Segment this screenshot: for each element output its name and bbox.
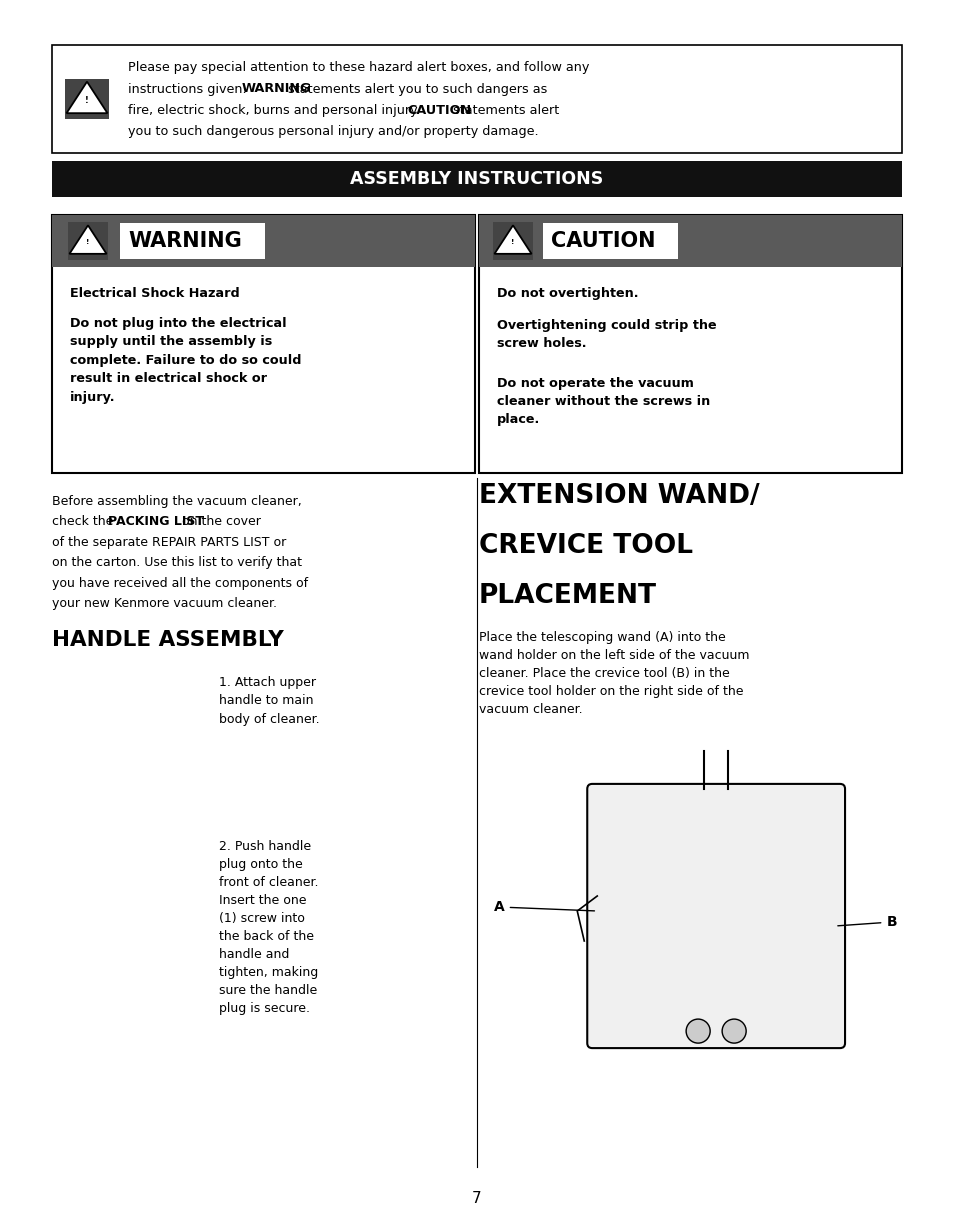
Text: your new Kenmore vacuum cleaner.: your new Kenmore vacuum cleaner. [52,598,276,610]
Text: CREVICE TOOL: CREVICE TOOL [478,533,692,559]
Text: Do not overtighten.: Do not overtighten. [497,287,638,300]
Text: Place the telescoping wand (A) into the
wand holder on the left side of the vacu: Place the telescoping wand (A) into the … [478,631,749,716]
Text: 1. Attach upper
handle to main
body of cleaner.: 1. Attach upper handle to main body of c… [219,676,319,727]
FancyBboxPatch shape [120,224,265,259]
Text: Electrical Shock Hazard: Electrical Shock Hazard [70,287,239,300]
Text: you to such dangerous personal injury and/or property damage.: you to such dangerous personal injury an… [128,125,538,139]
FancyBboxPatch shape [52,215,475,473]
Text: you have received all the components of: you have received all the components of [52,577,308,590]
Text: on the cover: on the cover [178,515,261,529]
Circle shape [721,1019,745,1044]
Text: CAUTION: CAUTION [407,104,471,117]
Polygon shape [494,225,531,254]
Text: WARNING: WARNING [242,83,312,96]
Text: WARNING: WARNING [128,231,241,252]
FancyBboxPatch shape [52,830,207,1008]
Text: !: ! [511,239,515,245]
Text: Do not operate the vacuum
cleaner without the screws in
place.: Do not operate the vacuum cleaner withou… [497,377,709,426]
Text: Overtightening could strip the
screw holes.: Overtightening could strip the screw hol… [497,320,716,350]
FancyBboxPatch shape [52,45,901,153]
Text: !: ! [85,96,89,104]
FancyBboxPatch shape [52,215,475,267]
Text: Please pay special attention to these hazard alert boxes, and follow any: Please pay special attention to these ha… [128,61,589,74]
Text: on the carton. Use this list to verify that: on the carton. Use this list to verify t… [52,556,302,570]
Text: Do not plug into the electrical
supply until the assembly is
complete. Failure t: Do not plug into the electrical supply u… [70,317,301,405]
Text: statements alert: statements alert [449,104,559,117]
Text: of the separate REPAIR PARTS LIST or: of the separate REPAIR PARTS LIST or [52,536,286,549]
Text: HANDLE ASSEMBLY: HANDLE ASSEMBLY [52,631,283,650]
Text: fire, electric shock, burns and personal injury.: fire, electric shock, burns and personal… [128,104,423,117]
Text: statements alert you to such dangers as: statements alert you to such dangers as [284,83,547,96]
Circle shape [685,1019,709,1044]
FancyBboxPatch shape [542,224,678,259]
Text: check the: check the [52,515,117,529]
Text: A: A [494,900,594,914]
Polygon shape [70,225,107,254]
FancyBboxPatch shape [52,162,901,197]
Text: !: ! [86,239,90,245]
FancyBboxPatch shape [493,222,533,260]
Polygon shape [67,81,108,113]
Text: Before assembling the vacuum cleaner,: Before assembling the vacuum cleaner, [52,495,301,508]
Text: ASSEMBLY INSTRUCTIONS: ASSEMBLY INSTRUCTIONS [350,170,603,188]
Text: 2. Push handle
plug onto the
front of cleaner.
Insert the one
(1) screw into
the: 2. Push handle plug onto the front of cl… [219,840,318,1015]
Text: CAUTION: CAUTION [551,231,655,252]
Text: PACKING LIST: PACKING LIST [108,515,204,529]
FancyBboxPatch shape [65,79,109,119]
Text: PLACEMENT: PLACEMENT [478,583,657,609]
Text: 7: 7 [472,1191,481,1206]
FancyBboxPatch shape [478,215,901,473]
FancyBboxPatch shape [587,784,844,1049]
Text: EXTENSION WAND/: EXTENSION WAND/ [478,484,759,509]
Text: B: B [837,915,896,929]
FancyBboxPatch shape [68,222,108,260]
FancyBboxPatch shape [489,761,901,1070]
FancyBboxPatch shape [52,659,207,810]
Text: instructions given.: instructions given. [128,83,251,96]
FancyBboxPatch shape [478,215,901,267]
